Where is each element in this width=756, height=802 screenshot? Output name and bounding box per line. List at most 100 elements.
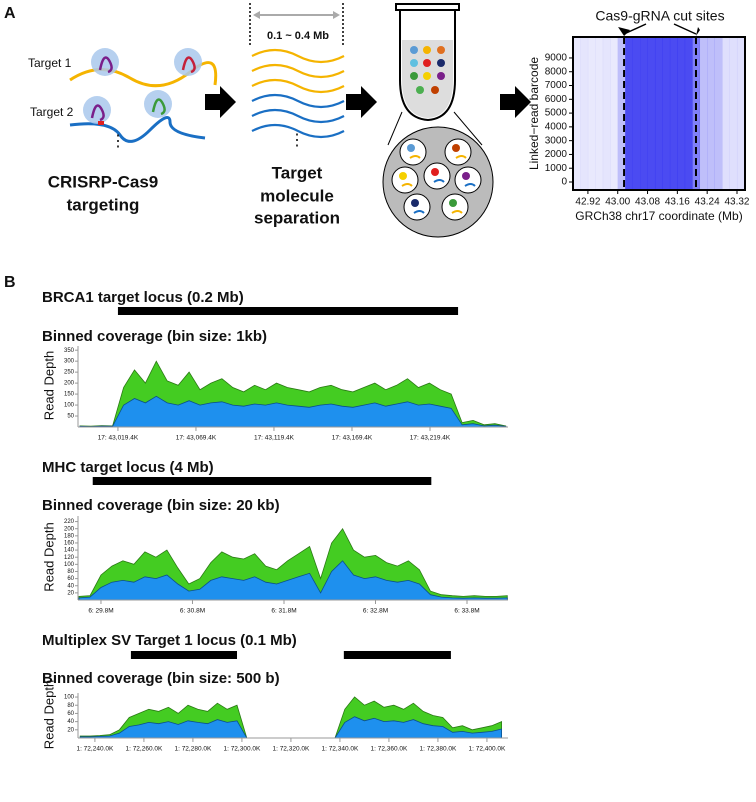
target-bar: [130, 651, 238, 659]
x-tick-label: 42.92: [575, 197, 600, 208]
y-tick-label: 40: [67, 719, 74, 725]
x-tick-label: 1: 72,400.0K: [468, 746, 506, 753]
density-cell: [736, 37, 745, 190]
y-tick-label: 9000: [545, 53, 568, 64]
density-cell: [692, 37, 701, 190]
locus-title: BRCA1 target locus (0.2 Mb): [42, 289, 244, 306]
y-tick-label: 220: [64, 519, 75, 525]
y-tick-label: 100: [64, 562, 75, 568]
y-axis-label: Read Depth: [41, 351, 56, 420]
y-axis-label: Read Depth: [41, 680, 56, 749]
arrow-head: [695, 27, 700, 36]
density-cell: [632, 37, 641, 190]
x-tick-label: 6: 29.8M: [88, 608, 113, 615]
y-tick-label: 20: [67, 727, 74, 733]
density-cell: [699, 37, 708, 190]
density-cell: [617, 37, 626, 190]
y-tick-label: 80: [67, 703, 74, 709]
x-tick-label: 43.00: [605, 197, 630, 208]
arrow-head: [618, 27, 631, 36]
x-tick-label: 17: 43,169.4K: [332, 435, 373, 442]
density-cell: [707, 37, 715, 190]
y-tick-label: 160: [64, 541, 75, 547]
x-tick-label: 1: 72,340.0K: [321, 746, 359, 753]
y-tick-label: 350: [64, 348, 75, 354]
density-cell: [684, 37, 693, 190]
y-tick-label: 3000: [545, 135, 568, 146]
density-cell: [669, 37, 678, 190]
y-tick-label: 8000: [545, 66, 568, 77]
density-cell: [722, 37, 730, 190]
y-tick-label: 100: [64, 695, 75, 701]
process-arrow: [205, 86, 531, 118]
x-tick-label: 43.16: [665, 197, 690, 208]
density-cell: [595, 37, 604, 190]
step-label: separation: [254, 208, 340, 227]
target-bar: [343, 651, 451, 659]
y-tick-label: 5000: [545, 108, 568, 119]
density-cell: [573, 37, 581, 190]
y-tick-label: 60: [67, 711, 74, 717]
y-tick-label: 40: [67, 583, 74, 589]
locus-title: MHC target locus (4 Mb): [42, 459, 214, 476]
x-tick-label: 43.08: [635, 197, 660, 208]
y-tick-label: 200: [64, 526, 75, 532]
ellipsis: ⋮: [289, 132, 305, 149]
y-tick-label: 0: [561, 177, 567, 188]
y-tick-label: 6000: [545, 94, 568, 105]
x-tick-label: 6: 33.8M: [454, 608, 479, 615]
y-tick-label: 2000: [545, 149, 568, 160]
y-axis-label: Linked−read barcode: [527, 57, 541, 170]
density-cell: [677, 37, 686, 190]
coverage-line: [79, 395, 507, 428]
y-tick-label: 100: [64, 403, 75, 409]
y-tick-label: 150: [64, 392, 75, 398]
y-tick-label: 140: [64, 548, 75, 554]
target-bar: [92, 477, 432, 485]
target-label: Target 2: [30, 105, 74, 119]
density-cell: [654, 37, 663, 190]
x-tick-label: 6: 32.8M: [363, 608, 388, 615]
y-tick-label: 7000: [545, 80, 568, 91]
density-cell: [580, 37, 589, 190]
coverage-line: [78, 560, 508, 601]
coverage-title: Binned coverage (bin size: 20 kb): [42, 497, 280, 514]
target-bar: [117, 307, 459, 315]
y-tick-label: 20: [67, 590, 74, 596]
coverage-title: Binned coverage (bin size: 500 b): [42, 670, 280, 687]
density-cell: [610, 37, 619, 190]
x-tick-label: 17: 43,119.4K: [254, 435, 295, 442]
chart-title: Cas9-gRNA cut sites: [595, 8, 724, 24]
panel-label: A: [4, 5, 16, 22]
x-tick-label: 1: 72,360.0K: [370, 746, 408, 753]
panel-label: B: [4, 274, 16, 291]
x-tick-label: 17: 43,069.4K: [176, 435, 217, 442]
target-label: Target 1: [28, 56, 72, 70]
molecule-illustration: [69, 48, 218, 143]
step-label: Target: [272, 163, 323, 182]
x-tick-label: 1: 72,240.0K: [76, 746, 114, 753]
step-label: CRISRP-Cas9: [48, 172, 159, 191]
density-cell: [647, 37, 656, 190]
y-tick-label: 200: [64, 381, 75, 387]
y-tick-label: 250: [64, 370, 75, 376]
density-cell: [640, 37, 648, 190]
x-tick-label: 1: 72,300.0K: [223, 746, 261, 753]
x-tick-label: 17: 43,019.4K: [98, 435, 139, 442]
y-tick-label: 1000: [545, 163, 568, 174]
density-cell: [625, 37, 633, 190]
y-tick-label: 180: [64, 533, 75, 539]
y-tick-label: 60: [67, 576, 74, 582]
x-tick-label: 1: 72,280.0K: [174, 746, 212, 753]
x-tick-label: 6: 31.8M: [271, 608, 296, 615]
density-cell: [729, 37, 738, 190]
x-tick-label: 6: 30.8M: [180, 608, 205, 615]
density-cell: [602, 37, 611, 190]
y-tick-label: 300: [64, 359, 75, 365]
x-tick-label: 43.32: [724, 197, 749, 208]
density-cell: [714, 37, 723, 190]
cut-site-arrow: [673, 23, 697, 35]
y-tick-label: 50: [67, 414, 74, 420]
ellipsis: ⋮: [110, 133, 126, 150]
